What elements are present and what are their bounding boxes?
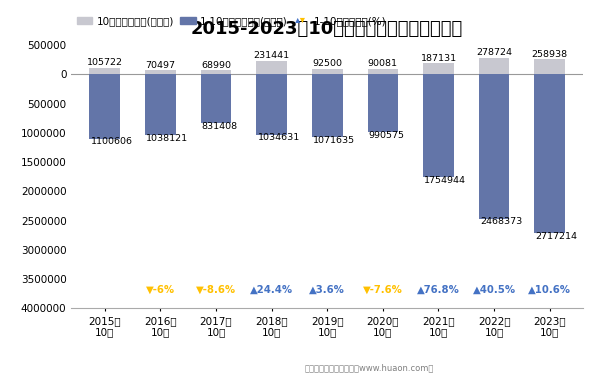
Bar [89, 74, 120, 139]
Text: ▲24.4%: ▲24.4% [250, 285, 293, 295]
Text: 258938: 258938 [532, 50, 568, 59]
Bar [423, 74, 454, 177]
Bar [534, 59, 565, 74]
Bar [145, 70, 176, 74]
Text: 990575: 990575 [369, 131, 405, 140]
Bar [256, 74, 287, 135]
Bar [368, 69, 398, 74]
Bar [256, 61, 287, 74]
Bar [423, 64, 454, 74]
Bar [312, 74, 343, 137]
Title: 2015-2023年10月海南经济特区进出口总额: 2015-2023年10月海南经济特区进出口总额 [191, 20, 464, 38]
Text: 831408: 831408 [202, 121, 238, 130]
Text: 70497: 70497 [145, 61, 176, 70]
Text: 2717214: 2717214 [536, 232, 578, 241]
Text: ▲76.8%: ▲76.8% [417, 285, 460, 295]
Text: 1754944: 1754944 [424, 176, 466, 185]
Text: 1038121: 1038121 [146, 133, 189, 143]
Text: 187131: 187131 [421, 54, 456, 63]
Text: 1034631: 1034631 [258, 133, 300, 143]
Text: ▼-6%: ▼-6% [146, 285, 175, 295]
Bar [534, 74, 565, 233]
Text: 68990: 68990 [201, 61, 231, 70]
Text: ▼-7.6%: ▼-7.6% [363, 285, 403, 295]
Text: 制图：华经产业研究院（www.huaon.com）: 制图：华经产业研究院（www.huaon.com） [304, 363, 434, 372]
Text: 90081: 90081 [368, 59, 398, 68]
Text: 231441: 231441 [253, 51, 290, 60]
Text: ▲10.6%: ▲10.6% [528, 285, 571, 295]
Text: 278724: 278724 [476, 49, 512, 58]
Bar [201, 74, 231, 123]
Text: 92500: 92500 [312, 59, 342, 68]
Text: ▲3.6%: ▲3.6% [309, 285, 345, 295]
Bar [145, 74, 176, 135]
Text: 1100606: 1100606 [90, 137, 133, 146]
Bar [312, 69, 343, 74]
Text: 1071635: 1071635 [313, 136, 355, 145]
Text: ▼-8.6%: ▼-8.6% [196, 285, 236, 295]
Bar [89, 68, 120, 74]
Text: ▲40.5%: ▲40.5% [472, 285, 516, 295]
Bar [479, 58, 509, 74]
Bar [479, 74, 509, 219]
Text: 105722: 105722 [87, 59, 123, 67]
Bar [368, 74, 398, 132]
Bar [201, 70, 231, 74]
Legend: 10月进出口总额(万美元), 1-10月进出口总额(万美元), 1-10月同比增速(%): 10月进出口总额(万美元), 1-10月进出口总额(万美元), 1-10月同比增… [77, 16, 386, 26]
Text: 2468373: 2468373 [480, 217, 522, 226]
